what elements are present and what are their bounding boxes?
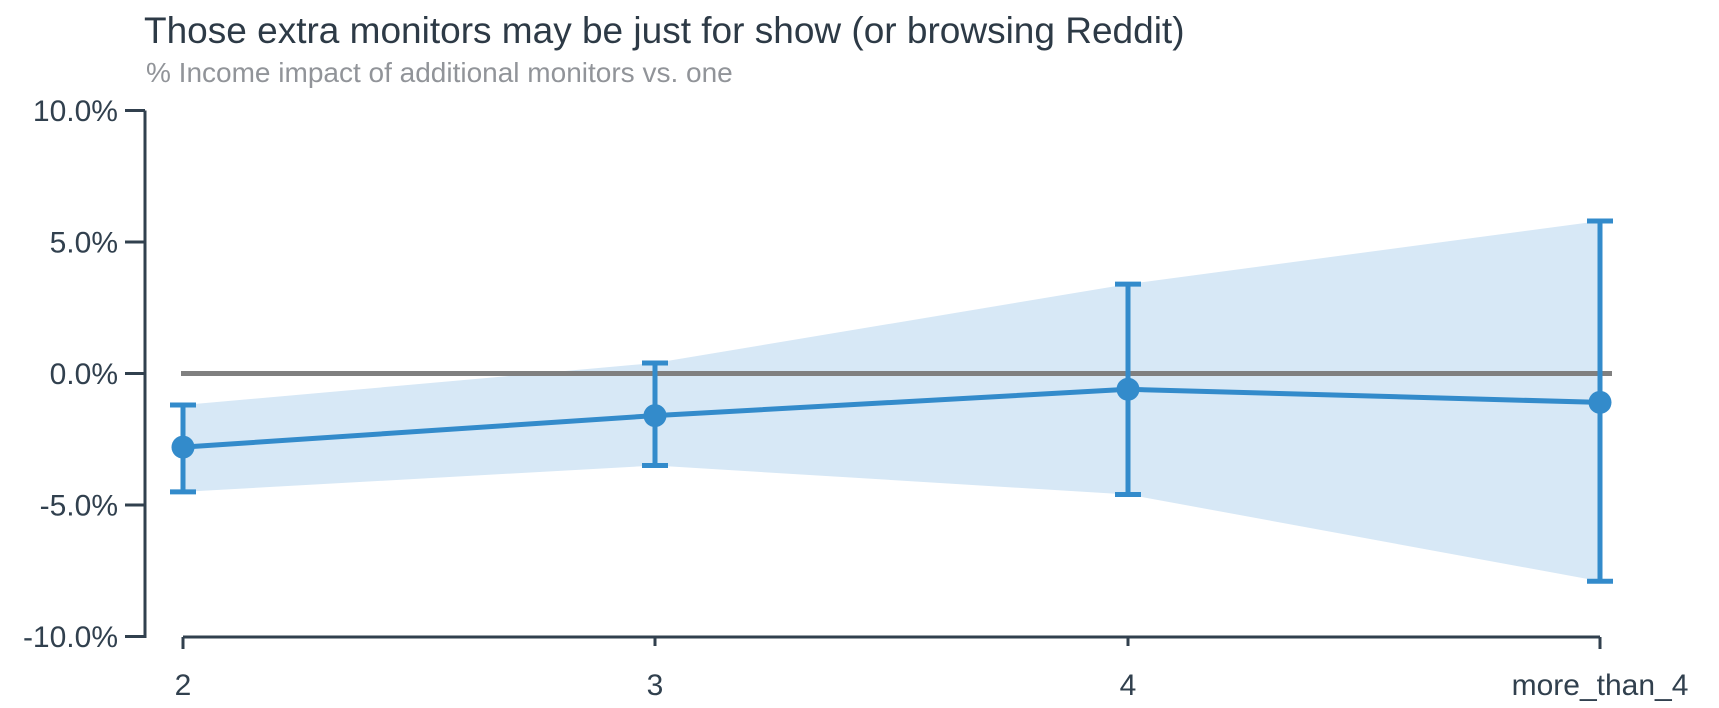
x-tick-label: more_than_4 <box>1512 669 1689 702</box>
data-point <box>171 435 195 459</box>
y-tick-label: -10.0% <box>23 621 118 654</box>
x-axis: 2 3 4 more_than_4 <box>175 635 1689 702</box>
chart-subtitle: % Income impact of additional monitors v… <box>146 57 733 88</box>
y-axis: 10.0% 5.0% 0.0% -5.0% -10.0% <box>23 95 147 654</box>
y-tick-label: 10.0% <box>33 95 118 128</box>
series-line <box>180 386 1603 450</box>
y-tick-label: 5.0% <box>50 227 118 260</box>
x-tick-label: 2 <box>175 669 192 702</box>
x-tick-label: 4 <box>1120 669 1137 702</box>
data-point <box>1116 377 1140 401</box>
y-tick-label: 0.0% <box>50 358 118 391</box>
data-point <box>643 404 667 428</box>
data-point <box>1588 390 1612 414</box>
chart-title: Those extra monitors may be just for sho… <box>144 10 1185 51</box>
y-tick-label: -5.0% <box>40 490 118 523</box>
x-tick-label: 3 <box>647 669 664 702</box>
